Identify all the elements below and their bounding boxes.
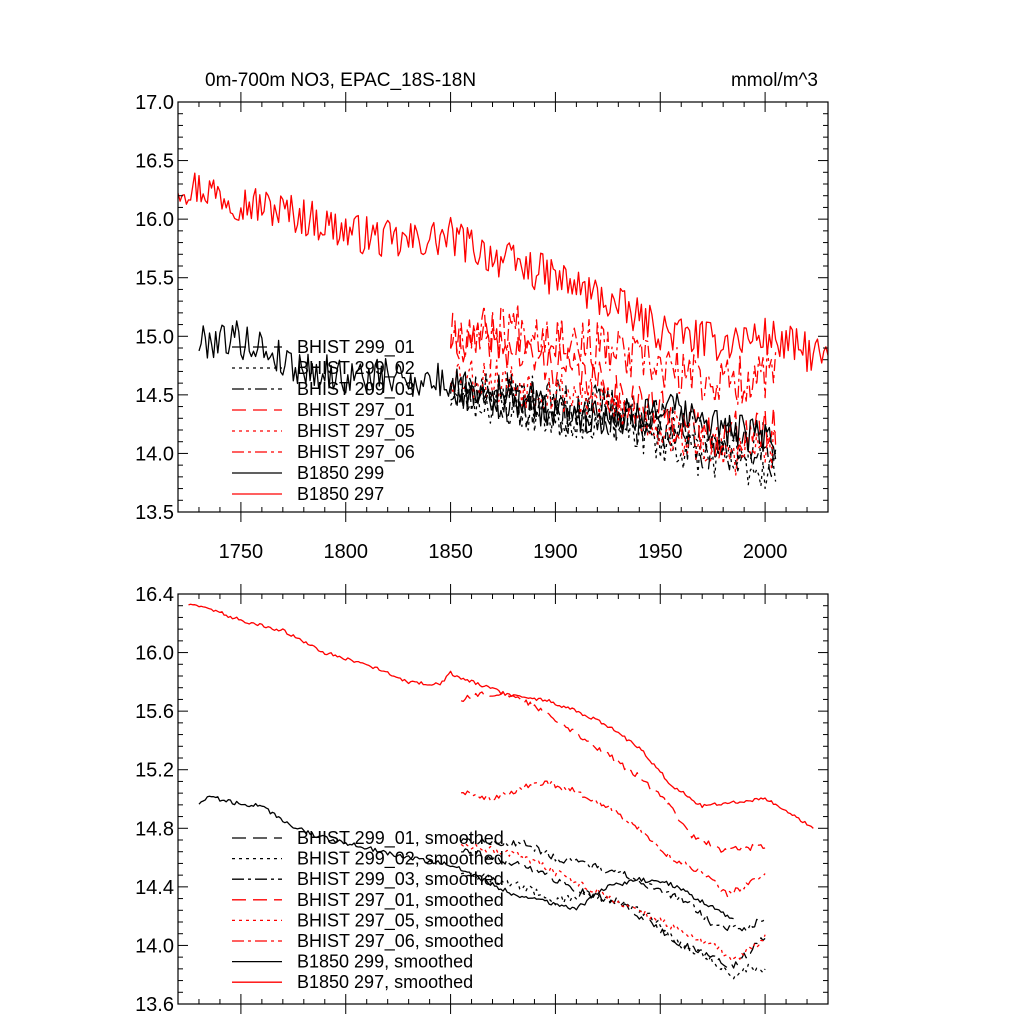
legend-label: B1850 299, smoothed (297, 952, 473, 972)
series-line-1-0 (461, 848, 766, 969)
x-tick-label: 1800 (323, 541, 368, 563)
legend-label: BHIST 297_06, smoothed (297, 931, 504, 952)
legend-label: BHIST 299_03 (297, 379, 415, 400)
legend-label: BHIST 297_05, smoothed (297, 910, 504, 931)
legend-label: BHIST 299_01, smoothed (297, 828, 504, 849)
bottom-axes: 13.6 14.0 14.4 14.8 15.2 15.6 16.0 16.4 (135, 584, 829, 1016)
x-tick-label: 1850 (428, 541, 473, 563)
y-tick-label: 14.8 (135, 818, 174, 840)
y-tick-label: 13.5 (135, 502, 174, 524)
series-line-0-2 (449, 372, 777, 463)
legend-label: BHIST 299_02, smoothed (297, 849, 504, 870)
y-tick-label: 14.4 (135, 877, 174, 899)
y-tick-label: 15.5 (135, 268, 174, 290)
x-tick-label: 2000 (743, 541, 788, 563)
y-tick-label: 16.5 (135, 151, 174, 173)
x-tick-label: 1900 (533, 541, 578, 563)
legend-label: BHIST 299_02 (297, 358, 415, 379)
series-line-1-7 (188, 603, 814, 829)
top-series-layer (178, 172, 828, 490)
series-line-1-6 (198, 795, 734, 920)
legend-label: B1850 297 (297, 484, 384, 504)
series-line-0-7 (178, 172, 828, 373)
top-panel-title: 0m-700m NO3, EPAC_18S-18N (205, 70, 476, 91)
top-panel-units: mmol/m^3 (731, 70, 818, 91)
y-tick-label: 16.0 (135, 209, 174, 231)
y-tick-label: 16.4 (135, 584, 174, 606)
legend-label: BHIST 297_01 (297, 400, 415, 421)
y-tick-label: 14.0 (135, 935, 174, 957)
top-axes: 1750 1800 1850 1900 1950 2000 13.5 14.0 14.5 15.0… (135, 92, 829, 563)
series-line-0-5 (449, 303, 777, 405)
y-tick-label: 16.0 (135, 643, 174, 665)
legend-label: BHIST 297_01, smoothed (297, 890, 504, 911)
series-line-1-4 (460, 842, 766, 962)
x-tick-label: 1950 (638, 541, 683, 563)
legend-label: BHIST 297_05 (297, 421, 415, 442)
series-line-1-5 (461, 780, 766, 898)
bottom-series-layer (188, 603, 814, 980)
y-tick-label: 15.2 (135, 760, 174, 782)
series-line-0-6 (198, 320, 777, 460)
legend-label: BHIST 297_06 (297, 442, 415, 463)
y-tick-label: 14.0 (135, 443, 174, 465)
y-tick-label: 14.5 (135, 385, 174, 407)
y-tick-label: 17.0 (135, 92, 174, 114)
legend-label: BHIST 299_01 (297, 337, 415, 358)
series-line-0-4 (449, 358, 777, 477)
series-line-1-2 (460, 837, 766, 932)
legend-label: B1850 297, smoothed (297, 972, 473, 992)
y-tick-label: 15.6 (135, 701, 174, 723)
plot-frame-0 (177, 101, 829, 513)
series-line-1-3 (460, 691, 766, 853)
bottom-panel: 13.6 14.0 14.4 14.8 15.2 15.6 16.0 16.4 BHIST 2… (135, 584, 829, 1016)
y-tick-label: 13.6 (135, 994, 174, 1016)
y-tick-label: 15.0 (135, 326, 174, 348)
x-tick-label: 1750 (219, 541, 264, 563)
legend-label: B1850 299 (297, 463, 384, 483)
top-panel: 0m-700m NO3, EPAC_18S-18N mmol/m^3 1750 1… (135, 70, 829, 563)
legend-label: BHIST 299_03, smoothed (297, 869, 504, 890)
series-line-1-1 (460, 872, 766, 980)
plot-frame-1 (177, 593, 829, 1005)
